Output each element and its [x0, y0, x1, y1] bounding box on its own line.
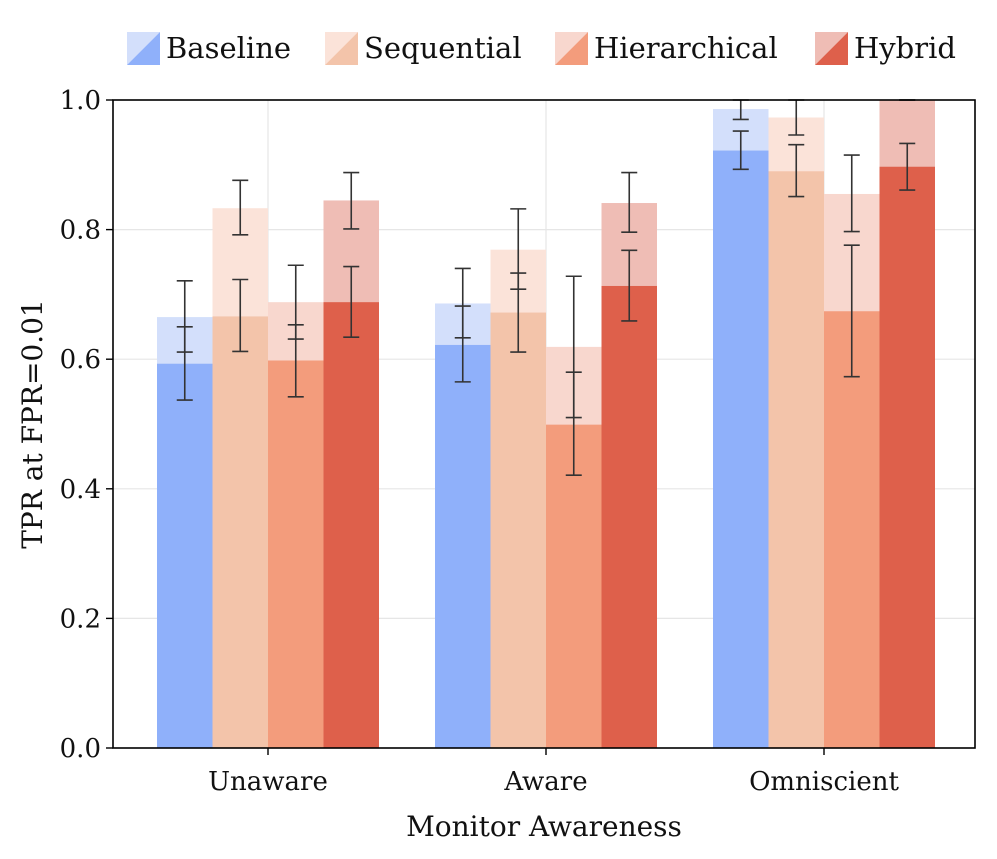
legend-item-hybrid: Hybrid: [815, 31, 956, 65]
bar-hierarchical-unaware: [268, 360, 324, 748]
x-axis-ticks: Unaware Aware Omniscient: [208, 748, 899, 797]
y-tick-label-3: 0.6: [60, 345, 101, 375]
y-tick-label-0: 0.0: [60, 734, 101, 764]
legend-label-sequential: Sequential: [364, 31, 522, 65]
legend-swatch-hierarchical: [555, 32, 588, 65]
error-bar-baseline-omniscient: [732, 130, 749, 171]
bar-hierarchical-aware: [546, 424, 602, 748]
y-tick-label-1: 0.2: [60, 604, 101, 634]
error-bar-hybrid-omniscient: [899, 142, 916, 191]
error-bar-hierarchical-aware: [565, 371, 582, 476]
error-bar-overlay-sequential-unaware: [232, 179, 249, 236]
error-bar-overlay-hybrid-unaware: [343, 171, 360, 230]
legend-label-hierarchical: Hierarchical: [594, 31, 778, 65]
legend-item-sequential: Sequential: [325, 31, 522, 65]
bar-sequential-omniscient: [768, 171, 824, 748]
y-axis-ticks: 0.0 0.2 0.4 0.6 0.8 1.0: [60, 86, 113, 764]
legend-swatch-sequential: [325, 32, 358, 65]
bar-baseline-omniscient: [713, 150, 769, 748]
x-tick-label-omniscient: Omniscient: [749, 767, 899, 797]
legend-label-baseline: Baseline: [166, 31, 291, 65]
plot-area-frame: [112, 99, 976, 749]
bar-baseline-unaware: [157, 363, 213, 748]
bar-sequential-unaware: [212, 316, 268, 748]
error-bar-sequential-unaware: [232, 278, 249, 353]
error-bar-hierarchical-omniscient: [843, 244, 860, 378]
error-bar-sequential-aware: [510, 272, 527, 353]
bar-hybrid-omniscient: [879, 166, 935, 748]
bar-hybrid-unaware: [323, 302, 379, 748]
legend-swatch-baseline: [127, 32, 160, 65]
legend-label-hybrid: Hybrid: [854, 31, 956, 65]
error-bar-hybrid-unaware: [343, 265, 360, 338]
legend: Baseline Sequential Hierarchical Hybrid: [127, 31, 956, 65]
y-axis-title: TPR at FPR=0.01: [16, 299, 49, 549]
error-bar-hybrid-aware: [621, 249, 638, 322]
error-bar-overlay-hybrid-aware: [621, 171, 638, 233]
bar-baseline-aware: [435, 344, 491, 748]
legend-swatch-hybrid: [815, 32, 848, 65]
error-bars: [176, 99, 916, 476]
bar-sequential-aware: [490, 312, 546, 748]
x-axis-title: Monitor Awareness: [406, 810, 682, 843]
bar-hybrid-aware: [601, 285, 657, 748]
bar-hierarchical-omniscient: [824, 311, 880, 748]
error-bar-sequential-omniscient: [788, 143, 805, 198]
x-tick-label-aware: Aware: [503, 767, 587, 797]
error-bar-hierarchical-unaware: [287, 324, 304, 398]
error-bar-baseline-unaware: [176, 325, 193, 401]
y-tick-label-2: 0.4: [60, 475, 101, 505]
legend-item-hierarchical: Hierarchical: [555, 31, 778, 65]
error-bar-baseline-aware: [454, 305, 471, 383]
error-bar-overlay-hierarchical-omniscient: [843, 154, 860, 233]
y-tick-label-5: 1.0: [60, 86, 101, 116]
y-tick-label-4: 0.8: [60, 216, 101, 246]
legend-item-baseline: Baseline: [127, 31, 291, 65]
x-tick-label-unaware: Unaware: [208, 767, 328, 797]
